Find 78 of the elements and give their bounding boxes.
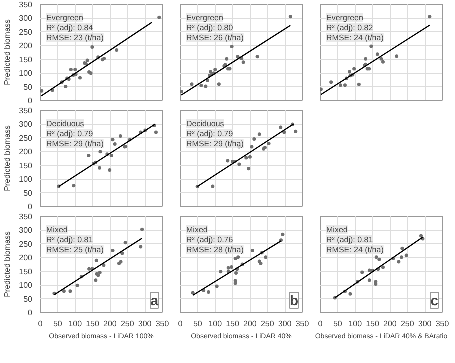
annotation: RMSE: 28 (t/ha) (186, 246, 244, 254)
annotation: b (290, 292, 299, 308)
y-tick-label: 150 (19, 267, 34, 276)
x-tick-label: 250 (400, 320, 415, 328)
annotation: R² (adj): 0.82 (326, 24, 374, 32)
x-tick-label: 100 (68, 320, 83, 328)
annotation: R² (adj): 0.81 (46, 236, 94, 244)
annotation: RMSE: 23 (t/ha) (46, 34, 104, 42)
x-tick-label: 150 (366, 320, 380, 328)
y-tick-label: 0 (28, 202, 34, 212)
y-tick-label: 100 (19, 69, 34, 78)
y-tick-label: 100 (19, 175, 34, 184)
annotation: c (430, 292, 439, 308)
annotation: Evergreen (186, 14, 224, 22)
x-tick-label: 200 (244, 320, 258, 328)
x-tick-label: 0 (38, 320, 44, 328)
annotation: R² (adj): 0.84 (46, 24, 94, 32)
x-tick-label: 100 (208, 320, 223, 328)
y-tick-label: 0 (28, 308, 34, 318)
x-tick-label: 300 (278, 320, 292, 328)
annotation: Mixed (326, 226, 348, 234)
x-tick-label: 150 (226, 320, 240, 328)
y-tick-label: 50 (24, 82, 34, 92)
y-axis-title: Predicted biomass (3, 126, 12, 192)
x-tick-label: 0 (178, 320, 184, 328)
y-tick-label: 200 (19, 148, 34, 157)
annotation: Mixed (46, 226, 68, 234)
y-tick-label: 50 (24, 188, 34, 198)
y-tick-label: 350 (19, 106, 34, 116)
annotation: Deciduous (46, 120, 84, 128)
annotation: RMSE: 29 (t/ha) (186, 140, 244, 148)
y-tick-label: 350 (19, 0, 34, 10)
y-tick-label: 300 (19, 120, 34, 130)
x-tick-label: 300 (138, 320, 152, 328)
y-tick-label: 250 (19, 134, 34, 143)
x-tick-label: 50 (53, 320, 63, 328)
x-tick-label: 250 (260, 320, 275, 328)
x-tick-label: 300 (418, 320, 432, 328)
annotation: Evergreen (326, 14, 364, 22)
y-tick-label: 50 (24, 294, 34, 304)
annotation: RMSE: 26 (t/ha) (186, 34, 244, 42)
x-tick-label: 200 (104, 320, 118, 328)
x-tick-label: 250 (120, 320, 135, 328)
x-tick-label: 100 (348, 320, 363, 328)
annotation: Mixed (186, 226, 208, 234)
y-tick-label: 0 (28, 96, 34, 106)
annotation: R² (adj): 0.79 (46, 130, 94, 138)
annotation: R² (adj): 0.79 (186, 130, 234, 138)
y-tick-label: 250 (19, 240, 34, 249)
y-axis-title: Predicted biomass (3, 232, 12, 298)
x-tick-label: 350 (156, 320, 170, 328)
y-tick-label: 250 (19, 28, 34, 37)
annotation: RMSE: 24 (t/ha) (326, 246, 384, 254)
y-axis-title: Predicted biomass (3, 20, 12, 86)
annotation: Deciduous (186, 120, 224, 128)
y-tick-label: 150 (19, 161, 34, 170)
x-tick-label: 150 (86, 320, 100, 328)
x-tick-label: 50 (333, 320, 343, 328)
x-tick-label: 350 (296, 320, 310, 328)
annotation: RMSE: 25 (t/ha) (46, 246, 104, 254)
annotation: R² (adj): 0.81 (326, 236, 374, 244)
x-tick-label: 350 (436, 320, 450, 328)
y-tick-label: 200 (19, 42, 34, 51)
y-tick-label: 300 (19, 14, 34, 24)
annotation: RMSE: 29 (t/ha) (46, 140, 104, 148)
annotation: a (150, 292, 159, 308)
x-tick-label: 50 (193, 320, 203, 328)
annotation: R² (adj): 0.80 (186, 24, 234, 32)
x-tick-label: 200 (384, 320, 398, 328)
y-tick-label: 100 (19, 281, 34, 290)
y-tick-label: 350 (19, 212, 34, 222)
annotation: R² (adj): 0.76 (186, 236, 234, 244)
x-tick-label: 0 (318, 320, 324, 328)
y-tick-label: 150 (19, 55, 34, 64)
y-tick-label: 200 (19, 254, 34, 263)
annotation: Evergreen (46, 14, 84, 22)
annotation: RMSE: 24 (t/ha) (326, 34, 384, 42)
y-tick-label: 300 (19, 226, 34, 236)
